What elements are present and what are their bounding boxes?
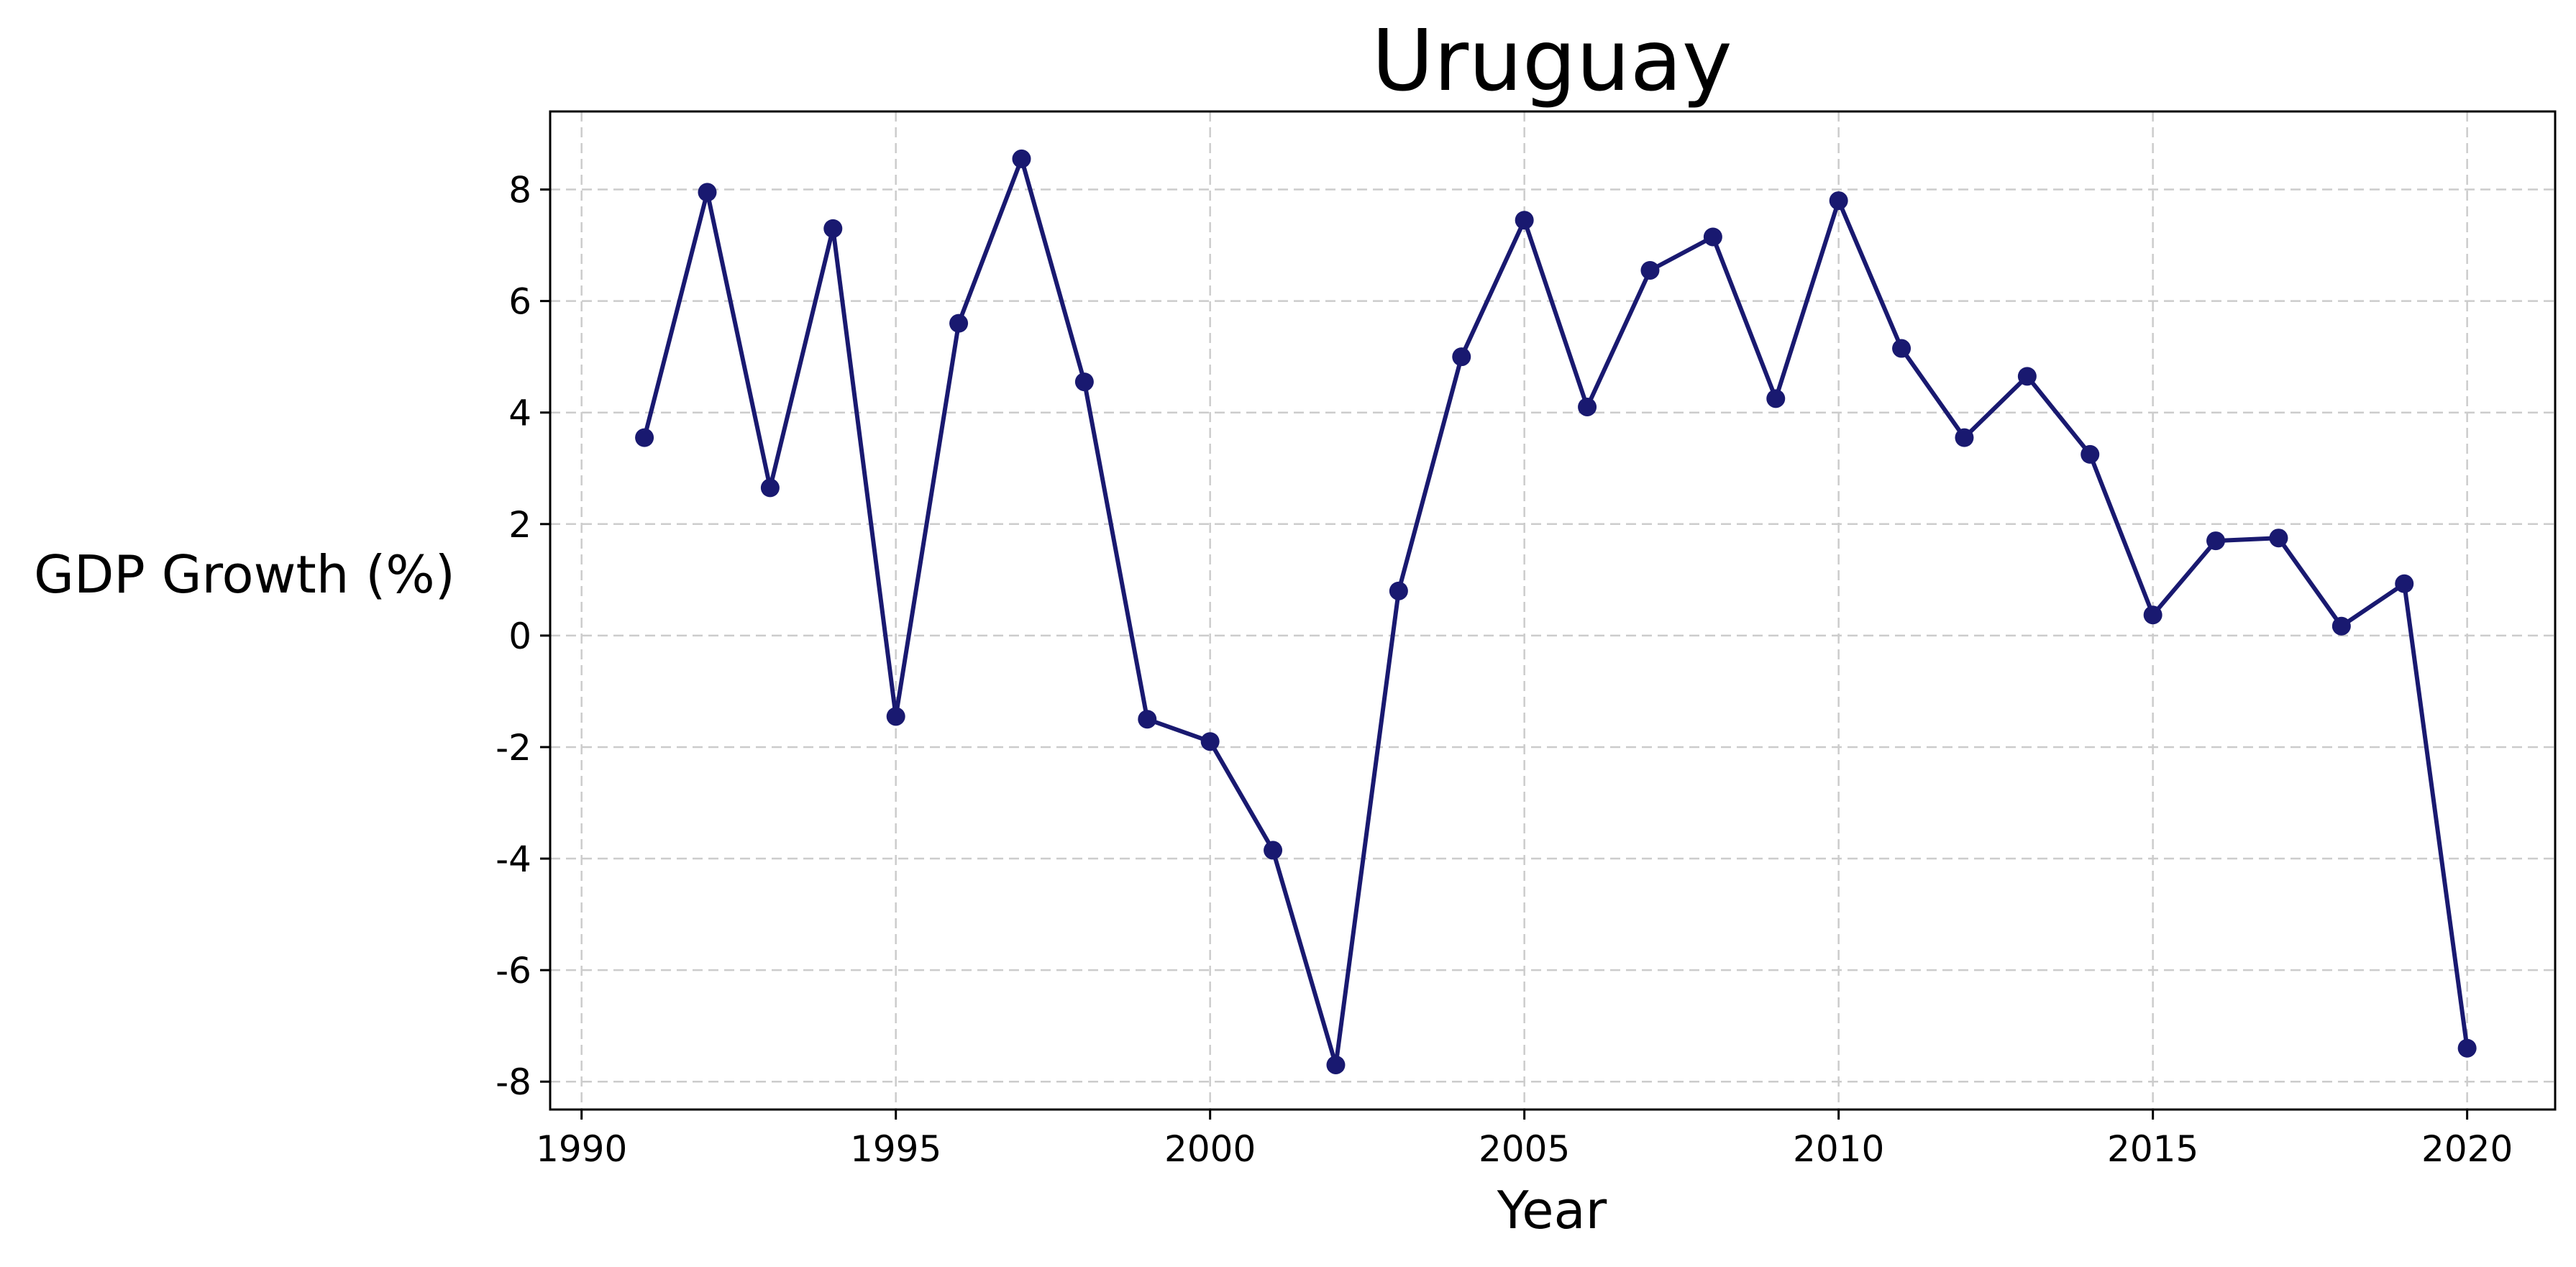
data-point bbox=[2269, 529, 2288, 548]
data-point bbox=[2017, 367, 2037, 386]
data-point bbox=[823, 219, 843, 238]
x-axis-ticks: 1990 1995 2000 2005 2010 2015 2020 bbox=[536, 1110, 2513, 1170]
y-tick-label: -8 bbox=[495, 1061, 531, 1103]
y-tick-label: 0 bbox=[508, 616, 531, 657]
data-point bbox=[698, 183, 717, 202]
data-point bbox=[1012, 149, 1031, 168]
data-point bbox=[1264, 841, 1283, 860]
data-point bbox=[2143, 605, 2162, 625]
y-tick-label: -2 bbox=[495, 727, 531, 769]
data-point bbox=[1515, 211, 1534, 230]
data-series bbox=[635, 149, 2477, 1074]
x-tick-label: 2020 bbox=[2421, 1128, 2513, 1170]
data-point bbox=[1955, 428, 1974, 447]
data-point bbox=[2081, 444, 2100, 464]
data-point bbox=[2206, 531, 2226, 551]
data-point bbox=[1074, 372, 1094, 392]
data-point bbox=[1766, 389, 1786, 408]
plot-frame bbox=[549, 110, 2557, 1111]
data-point bbox=[2331, 616, 2351, 636]
y-tick-label: 6 bbox=[508, 281, 531, 323]
data-point bbox=[1703, 227, 1722, 247]
data-point bbox=[1138, 710, 1157, 729]
chart-title: Uruguay bbox=[1371, 11, 1732, 110]
y-tick-label: -6 bbox=[495, 950, 531, 992]
x-tick-label: 1995 bbox=[850, 1128, 941, 1170]
x-axis-title: Year bbox=[1497, 1180, 1607, 1240]
data-point bbox=[1829, 191, 1848, 211]
x-tick-label: 2000 bbox=[1164, 1128, 1256, 1170]
data-point bbox=[949, 314, 969, 333]
y-tick-label: 2 bbox=[508, 504, 531, 546]
data-point bbox=[1200, 732, 1220, 751]
data-point bbox=[760, 478, 780, 498]
y-tick-label: -4 bbox=[495, 838, 531, 880]
y-tick-label: 8 bbox=[508, 170, 531, 211]
data-point bbox=[886, 707, 905, 726]
data-point bbox=[1640, 260, 1660, 280]
data-point bbox=[2395, 574, 2414, 593]
y-tick-label: 4 bbox=[508, 393, 531, 434]
data-point bbox=[1892, 339, 1912, 358]
y-axis-ticks: -8 -6 -4 -2 0 2 4 6 8 bbox=[495, 170, 550, 1103]
grid-lines bbox=[550, 111, 2555, 1110]
data-point bbox=[635, 428, 654, 447]
data-point bbox=[1578, 397, 1597, 416]
data-point bbox=[1326, 1055, 1346, 1074]
series-line bbox=[642, 156, 2470, 1067]
data-point bbox=[1452, 347, 1471, 367]
x-tick-label: 1990 bbox=[536, 1128, 627, 1170]
y-axis-title: GDP Growth (%) bbox=[34, 544, 455, 605]
data-point bbox=[1389, 581, 1408, 600]
x-tick-label: 2005 bbox=[1479, 1128, 1570, 1170]
x-tick-label: 2010 bbox=[1793, 1128, 1884, 1170]
data-point bbox=[2457, 1038, 2477, 1058]
x-tick-label: 2015 bbox=[2107, 1128, 2198, 1170]
